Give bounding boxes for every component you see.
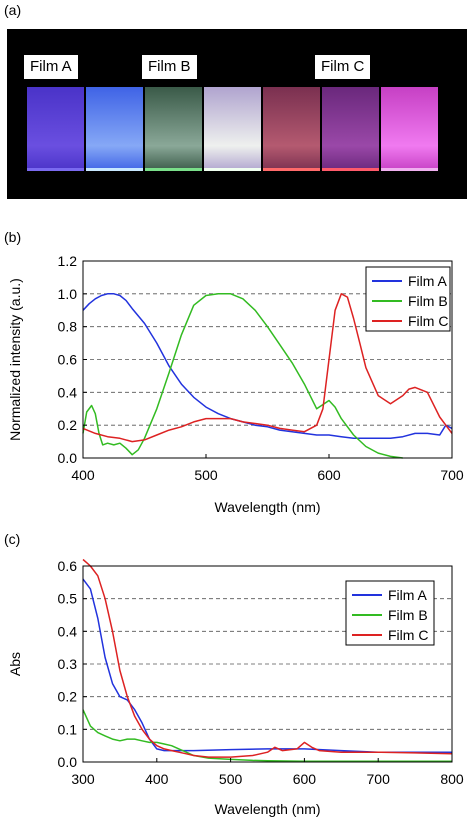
swatch-edge [86,168,143,171]
absorption-y-axis-label: Abs [7,652,23,676]
emission-y-tick-label: 0.8 [58,319,78,335]
absorption-series-film-c-line [82,558,453,758]
emission-y-tick-label: 0.2 [58,417,78,433]
absorption-series-film-a-line [82,578,452,753]
film-a-photo-label: Film A [24,55,78,79]
emission-y-tick-label: 0.6 [58,352,78,368]
emission-y-tick-label: 0.0 [58,450,78,466]
film-swatch [145,87,202,171]
emission-y-axis-label: Normalized intensity (a.u.) [7,278,23,441]
swatch-edge [27,168,84,171]
swatch-edge [381,168,438,171]
absorption-x-axis-label: Wavelength (nm) [214,801,320,817]
absorption-y-tick-label: 0.3 [58,656,78,672]
emission-x-axis-label: Wavelength (nm) [214,499,320,515]
film-swatch [86,87,143,171]
emission-x-tick-label: 700 [440,467,464,483]
absorption-y-tick-label: 0.4 [58,623,78,639]
film-swatch [322,87,379,171]
absorption-series-film-b-line [82,709,452,763]
emission-series-film-a-line [82,293,453,440]
emission-legend-label: Film B [408,293,448,309]
absorption-legend-label: Film C [388,627,428,643]
absorption-legend-label: Film A [388,587,428,603]
emission-series-film-b-line [82,293,403,459]
emission-legend-label: Film C [408,313,448,329]
fluorescence-photo: Film A Film B Film C [7,29,467,199]
absorption-y-tick-label: 0.1 [58,721,78,737]
emission-legend-label: Film A [408,273,448,289]
emission-y-tick-label: 1.2 [58,253,78,269]
emission-y-tick-label: 0.4 [58,384,78,400]
emission-series-film-c-line [82,293,453,443]
swatch-edge [204,168,261,171]
absorption-x-tick-label: 800 [440,771,464,787]
emission-x-tick-label: 400 [71,467,95,483]
panel-c-label: (c) [4,531,21,547]
swatch-edge [263,168,320,171]
emission-x-tick-label: 600 [317,467,341,483]
film-swatch [263,87,320,171]
emission-y-tick-label: 1.0 [58,286,78,302]
absorption-legend-label: Film B [388,607,428,623]
absorption-y-tick-label: 0.2 [58,689,78,705]
absorption-chart: 0.0 0.1 0.2 0.3 0.4 0.5 0.6 300 400 500 600 700 800 W… [7,558,464,817]
panel-b-label: (b) [4,229,22,245]
film-b-photo-label: Film B [142,55,197,79]
swatch-edge [145,168,202,171]
absorption-x-tick-label: 300 [71,771,95,787]
absorption-x-tick-label: 600 [293,771,317,787]
absorption-x-tick-label: 700 [367,771,391,787]
absorption-y-tick-label: 0.5 [58,591,78,607]
film-swatch [27,87,84,171]
film-c-photo-label: Film C [315,55,371,79]
emission-x-tick-label: 500 [194,467,218,483]
emission-chart: 0.0 0.2 0.4 0.6 0.8 1.0 1.2 400 500 600 700 Wavelen… [7,253,464,515]
film-swatch [381,87,438,171]
absorption-y-tick-label: 0.0 [58,754,78,770]
panel-a-label: (a) [4,2,22,18]
absorption-x-tick-label: 400 [145,771,169,787]
absorption-y-tick-label: 0.6 [58,558,78,574]
absorption-x-tick-label: 500 [219,771,243,787]
swatch-edge [322,168,379,171]
film-swatch [204,87,261,171]
